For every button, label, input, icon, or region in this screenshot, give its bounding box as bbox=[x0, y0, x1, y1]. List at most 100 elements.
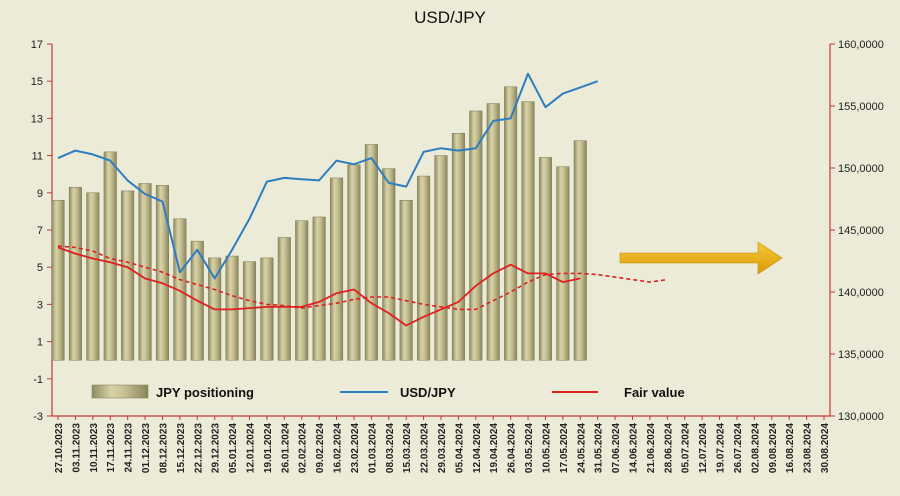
x-tick-label: 22.12.2023 bbox=[193, 423, 204, 473]
bar bbox=[486, 103, 500, 361]
right-tick-label: 135,0000 bbox=[838, 349, 884, 361]
bar bbox=[330, 177, 344, 361]
x-tick-label: 31.05.2024 bbox=[594, 423, 605, 473]
bar bbox=[451, 133, 465, 361]
left-tick-label: 7 bbox=[37, 225, 43, 237]
bar bbox=[312, 216, 326, 361]
x-tick-label: 21.06.2024 bbox=[646, 423, 657, 473]
x-tick-label: 08.03.2024 bbox=[385, 423, 396, 473]
x-tick-label: 05.01.2024 bbox=[228, 423, 239, 473]
bar bbox=[51, 199, 65, 361]
x-tick-label: 26.04.2024 bbox=[507, 423, 518, 473]
bars bbox=[51, 86, 587, 361]
bar bbox=[364, 144, 378, 361]
x-tick-label: 07.06.2024 bbox=[611, 423, 622, 473]
left-tick-label: 9 bbox=[37, 188, 43, 200]
x-tick-label: 17.11.2023 bbox=[106, 423, 117, 473]
x-tick-label: 15.12.2023 bbox=[176, 423, 187, 473]
x-tick-label: 19.04.2024 bbox=[489, 423, 500, 473]
left-tick-label: 15 bbox=[31, 76, 43, 88]
x-tick-label: 02.02.2024 bbox=[298, 423, 309, 473]
axes: -3-11357911131517130,0000135,0000140,000… bbox=[31, 39, 884, 473]
bar bbox=[556, 166, 570, 361]
legend-swatch-bar bbox=[91, 384, 149, 399]
x-tick-label: 30.08.2024 bbox=[820, 423, 831, 473]
x-tick-label: 26.07.2024 bbox=[733, 423, 744, 473]
x-tick-label: 29.12.2023 bbox=[211, 423, 222, 473]
forecast-arrow bbox=[619, 241, 783, 275]
x-tick-label: 29.03.2024 bbox=[437, 423, 448, 473]
legend-label: JPY positioning bbox=[156, 385, 254, 400]
x-tick-label: 02.08.2024 bbox=[750, 423, 761, 473]
x-tick-label: 26.01.2024 bbox=[280, 423, 291, 473]
x-tick-label: 16.02.2024 bbox=[333, 423, 344, 473]
x-tick-label: 19.01.2024 bbox=[263, 423, 274, 473]
bar bbox=[504, 86, 518, 361]
x-tick-label: 24.05.2024 bbox=[576, 423, 587, 473]
left-tick-label: 11 bbox=[32, 151, 43, 163]
lines bbox=[57, 72, 668, 327]
x-tick-label: 16.08.2024 bbox=[785, 423, 796, 473]
left-tick-label: -1 bbox=[33, 374, 43, 386]
right-tick-label: 160,0000 bbox=[838, 39, 884, 51]
x-tick-label: 17.05.2024 bbox=[559, 423, 570, 473]
bar bbox=[138, 183, 152, 361]
right-tick-label: 155,0000 bbox=[838, 101, 884, 113]
bar bbox=[399, 199, 413, 361]
left-tick-label: 17 bbox=[31, 39, 43, 51]
x-tick-label: 12.01.2024 bbox=[246, 423, 257, 473]
x-tick-label: 03.05.2024 bbox=[524, 423, 535, 473]
x-tick-label: 12.07.2024 bbox=[698, 423, 709, 473]
x-tick-label: 01.12.2023 bbox=[141, 423, 152, 473]
x-tick-label: 10.11.2023 bbox=[89, 423, 100, 473]
x-tick-label: 05.04.2024 bbox=[454, 423, 465, 473]
right-tick-label: 140,0000 bbox=[838, 287, 884, 299]
right-tick-label: 145,0000 bbox=[838, 225, 884, 237]
left-tick-label: 1 bbox=[37, 337, 43, 349]
legend-label: Fair value bbox=[624, 385, 685, 400]
x-tick-label: 09.08.2024 bbox=[768, 423, 779, 473]
x-tick-label: 23.02.2024 bbox=[350, 423, 361, 473]
x-tick-label: 19.07.2024 bbox=[716, 423, 727, 473]
bar bbox=[382, 168, 396, 361]
series-line bbox=[57, 245, 668, 311]
x-tick-label: 24.11.2023 bbox=[124, 423, 135, 473]
x-tick-label: 08.12.2023 bbox=[158, 423, 169, 473]
bar bbox=[417, 175, 431, 361]
x-tick-label: 01.03.2024 bbox=[367, 423, 378, 473]
right-tick-label: 150,0000 bbox=[838, 163, 884, 175]
arrow-shape bbox=[619, 241, 783, 275]
bar bbox=[573, 140, 587, 361]
x-tick-label: 10.05.2024 bbox=[541, 423, 552, 473]
bar bbox=[469, 110, 483, 361]
bar bbox=[347, 164, 361, 361]
bar bbox=[242, 261, 257, 361]
bar bbox=[86, 192, 100, 361]
bar bbox=[225, 255, 239, 361]
bar bbox=[68, 186, 82, 361]
left-tick-label: -3 bbox=[33, 411, 43, 423]
x-tick-label: 05.07.2024 bbox=[681, 423, 692, 473]
chart-title: USD/JPY bbox=[414, 8, 486, 27]
x-tick-label: 12.04.2024 bbox=[472, 423, 483, 473]
x-tick-label: 28.06.2024 bbox=[663, 423, 674, 473]
bar bbox=[103, 151, 117, 361]
legend: JPY positioning USD/JPY Fair value bbox=[91, 384, 685, 400]
x-tick-label: 15.03.2024 bbox=[402, 423, 413, 473]
x-tick-label: 23.08.2024 bbox=[803, 423, 814, 473]
bar bbox=[173, 218, 187, 361]
bar bbox=[277, 237, 291, 361]
x-tick-label: 09.02.2024 bbox=[315, 423, 326, 473]
bar bbox=[434, 155, 448, 361]
bar bbox=[295, 220, 309, 361]
left-tick-label: 5 bbox=[37, 262, 43, 274]
legend-label: USD/JPY bbox=[400, 385, 456, 400]
left-tick-label: 3 bbox=[37, 299, 43, 311]
x-tick-label: 22.03.2024 bbox=[420, 423, 431, 473]
series-line bbox=[57, 246, 581, 327]
series-line bbox=[57, 72, 599, 280]
bar bbox=[521, 101, 535, 361]
bar bbox=[121, 190, 135, 361]
